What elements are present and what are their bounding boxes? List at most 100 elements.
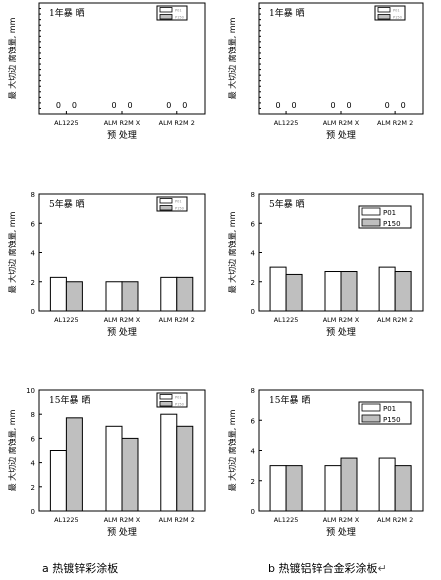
x-tick-label: ALM R2M 2 bbox=[377, 119, 413, 127]
y-tick-label: 4 bbox=[31, 460, 36, 468]
data-label: 0 bbox=[292, 101, 297, 110]
chart-title: 15年暴 晒 bbox=[49, 394, 90, 406]
y-tick-label: 2 bbox=[251, 478, 255, 486]
x-tick-label: AL1225 bbox=[274, 516, 299, 524]
chart-panel-4: 0 2 4 6 8 最 大切边 腐蚀量, mm 5年暴 晒 AL1225 ALM R2M X AL… bbox=[227, 191, 424, 338]
bar-p01 bbox=[378, 266, 396, 312]
x-tick-label: ALM R2M X bbox=[323, 316, 360, 324]
y-tick-label: 6 bbox=[251, 220, 256, 228]
bar-p150 bbox=[121, 437, 139, 512]
y-axis-label: 最 大切边 腐蚀量, mm bbox=[7, 17, 17, 99]
x-tick-label: AL1225 bbox=[54, 516, 79, 524]
caption-b-text: b 热镀铝锌合金彩涂板 bbox=[268, 562, 378, 575]
legend: P01 P150 bbox=[156, 196, 188, 212]
y-tick-label: 4 bbox=[251, 448, 256, 456]
bar-p01 bbox=[49, 450, 67, 512]
chart-title: 5年暴 晒 bbox=[269, 198, 305, 210]
bar-p01 bbox=[49, 276, 67, 312]
legend: P01 P150 bbox=[156, 392, 188, 408]
data-label: 0 bbox=[72, 101, 77, 110]
legend-label: P150 bbox=[175, 16, 184, 20]
data-label: 0 bbox=[385, 101, 390, 110]
x-tick-label: ALM R2M 2 bbox=[377, 516, 413, 524]
y-tick-label: 8 bbox=[31, 191, 35, 199]
legend-swatch bbox=[159, 205, 173, 211]
caption-b: b 热镀铝锌合金彩涂板↵ bbox=[268, 560, 387, 576]
y-tick-label: 2 bbox=[251, 279, 255, 287]
x-tick-label: ALM R2M 2 bbox=[377, 316, 413, 324]
bar-p01 bbox=[269, 266, 287, 312]
legend-label: P150 bbox=[383, 220, 401, 228]
legend-swatch bbox=[159, 394, 173, 400]
y-tick-label: 10 bbox=[26, 387, 35, 395]
legend-swatch bbox=[377, 14, 391, 20]
legend-label: P01 bbox=[175, 200, 182, 204]
x-tick-label: AL1225 bbox=[54, 316, 79, 324]
y-axis-label: 最 大切边 腐蚀量, mm bbox=[227, 409, 237, 491]
bar-p150 bbox=[121, 281, 139, 312]
x-axis-label: 预 处理 bbox=[107, 526, 137, 538]
data-label: 0 bbox=[111, 101, 116, 110]
legend-label: P150 bbox=[383, 416, 401, 424]
legend-label: P01 bbox=[383, 209, 396, 217]
x-tick-label: ALM R2M 2 bbox=[159, 516, 195, 524]
chart-panel-6: 0 2 4 6 8 最 大切边 腐蚀量, mm 15年暴 晒 AL1225 ALM R2M X A… bbox=[227, 387, 424, 538]
bar-p01 bbox=[324, 271, 342, 312]
data-label: 0 bbox=[182, 101, 187, 110]
chart-panel-1: 最 大切边 腐蚀量, mm 1年暴 晒 AL1225 0 0 ALM R2M X 0 0 ALM… bbox=[7, 2, 206, 141]
x-tick-label: ALM R2M X bbox=[104, 316, 141, 324]
legend-swatch bbox=[377, 7, 391, 13]
bar-p150 bbox=[340, 271, 358, 312]
bar-p150 bbox=[340, 457, 358, 512]
x-axis-label: 预 处理 bbox=[107, 129, 137, 141]
return-mark-icon: ↵ bbox=[377, 562, 387, 575]
legend-swatch bbox=[159, 7, 173, 13]
x-axis-label: 预 处理 bbox=[107, 326, 137, 338]
chart-title: 15年暴 晒 bbox=[269, 394, 310, 406]
x-tick-label: ALM R2M X bbox=[323, 119, 360, 127]
legend-swatch bbox=[159, 198, 173, 204]
y-tick-label: 6 bbox=[251, 417, 256, 425]
legend-swatch bbox=[361, 403, 381, 412]
y-tick-label: 0 bbox=[31, 308, 35, 316]
legend-label: P150 bbox=[393, 16, 402, 20]
data-label: 0 bbox=[127, 101, 132, 110]
legend: P01 P150 bbox=[156, 5, 188, 21]
bar-p150 bbox=[285, 465, 303, 512]
x-tick-label: AL1225 bbox=[274, 119, 299, 127]
legend-swatch bbox=[361, 414, 381, 423]
x-tick-label: ALM R2M X bbox=[104, 119, 141, 127]
legend-swatch bbox=[159, 401, 173, 407]
legend: P01 P150 bbox=[358, 205, 412, 229]
chart-title: 1年暴 晒 bbox=[49, 7, 85, 19]
chart-panel-5: 0 2 4 6 8 10 最 大切边 腐蚀量, mm 15年暴 晒 AL1225 ALM R2M … bbox=[7, 387, 206, 538]
y-tick-label: 6 bbox=[31, 435, 36, 443]
legend-label: P01 bbox=[393, 9, 400, 13]
y-axis-label: 最 大切边 腐蚀量, mm bbox=[7, 409, 17, 491]
data-label: 0 bbox=[346, 101, 351, 110]
data-label: 0 bbox=[276, 101, 281, 110]
x-axis-label: 预 处理 bbox=[326, 326, 356, 338]
bar-p150 bbox=[285, 273, 303, 312]
x-axis-label: 预 处理 bbox=[326, 129, 356, 141]
bar-p01 bbox=[105, 281, 123, 312]
y-axis-label: 最 大切边 腐蚀量, mm bbox=[227, 211, 237, 293]
y-axis-label: 最 大切边 腐蚀量, mm bbox=[7, 211, 17, 293]
chart-title: 5年暴 晒 bbox=[49, 198, 85, 210]
bar-p150 bbox=[394, 465, 412, 512]
bar-p01 bbox=[105, 425, 123, 512]
y-tick-label: 0 bbox=[251, 508, 255, 516]
bar-p01 bbox=[324, 465, 342, 512]
legend-label: P150 bbox=[175, 207, 184, 211]
y-tick-label: 8 bbox=[251, 191, 255, 199]
x-tick-label: AL1225 bbox=[274, 316, 299, 324]
data-label: 0 bbox=[330, 101, 335, 110]
x-tick-label: ALM R2M 2 bbox=[159, 119, 195, 127]
chart-title: 1年暴 晒 bbox=[269, 7, 305, 19]
legend-label: P01 bbox=[175, 9, 182, 13]
y-tick-label: 2 bbox=[31, 279, 35, 287]
bar-p150 bbox=[394, 271, 412, 312]
bar-p150 bbox=[176, 276, 194, 312]
caption-a: a 热镀锌彩涂板 bbox=[42, 562, 119, 575]
x-axis-label: 预 处理 bbox=[326, 526, 356, 538]
